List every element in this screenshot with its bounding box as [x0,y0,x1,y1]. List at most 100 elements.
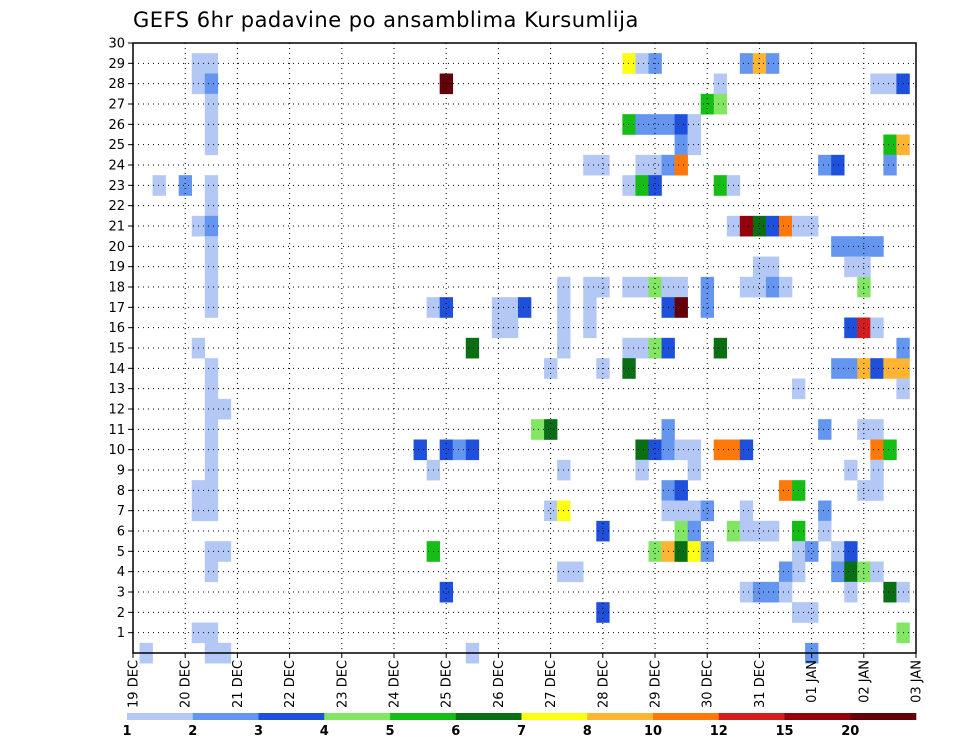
colorbar-label: 5 [385,724,394,739]
heatmap-cell [883,134,897,156]
y-tick-label: 25 [108,138,125,153]
heatmap-cell [204,114,219,135]
y-tick-label: 19 [108,260,125,275]
x-tick-label: 25 DEC [440,660,455,708]
heatmap-cell [752,581,767,603]
x-tick-label: 20 DEC [179,660,194,708]
colorbar-label: 20 [841,724,859,739]
heatmap-cell [870,419,884,440]
heatmap-cell [204,256,219,278]
heatmap-cell [739,53,754,74]
heatmap-cell [204,93,219,115]
y-tick-label: 7 [117,504,125,519]
heatmap-cell [713,337,728,359]
heatmap-cell [870,439,884,461]
heatmap-cell [870,236,884,257]
heatmap-cell [700,500,715,522]
colorbar-label: 4 [320,724,329,739]
x-tick-label: 19 DEC [127,660,142,708]
x-tick-label: 30 DEC [701,660,716,708]
y-tick-label: 14 [108,362,125,377]
heatmap-cell [870,73,884,95]
heatmap-cell [674,480,688,501]
heatmap-cell [635,459,649,481]
heatmap-cell [596,154,610,176]
heatmap-cell [152,175,166,196]
colorbar-swatch [390,713,457,720]
heatmap-cell [217,541,232,562]
x-tick-label: 02 JAN [857,660,872,703]
heatmap-cell [818,419,832,440]
heatmap-cell [674,520,688,542]
heatmap-cell [596,602,610,623]
heatmap-cell [739,500,754,522]
heatmap-cell [674,500,688,522]
heatmap-cell [635,439,649,461]
colorbar-label: 10 [644,724,662,739]
x-tick-label: 27 DEC [544,660,559,708]
heatmap-cell [687,520,701,542]
y-tick-label: 28 [108,77,125,92]
heatmap-cell [465,439,480,461]
heatmap-cell [635,154,649,176]
colorbar-swatch [258,713,325,720]
heatmap-cell [765,215,780,237]
heatmap-cell [752,215,767,237]
heatmap-cell [178,175,193,196]
heatmap-cell [870,480,884,501]
heatmap-cell [452,439,467,461]
colorbar-label: 8 [583,724,592,739]
heatmap-cell [204,358,219,379]
heatmap-cell [883,358,897,379]
y-tick-label: 20 [108,240,125,255]
heatmap-cell [544,419,558,440]
heatmap-cell [204,480,219,501]
heatmap-cell [713,175,728,196]
heatmap-cell [648,541,662,562]
heatmap-cell [504,317,519,339]
heatmap-cell [818,500,832,522]
heatmap-cell [204,175,219,196]
heatmap-cell [831,358,845,379]
heatmap-cell [778,561,793,583]
heatmap-cell [844,256,858,278]
heatmap-cell [622,337,636,359]
y-tick-label: 2 [117,606,125,621]
heatmap-cell [517,297,532,318]
heatmap-cell [831,236,845,257]
heatmap-cell [439,439,454,461]
heatmap-cell [648,276,662,298]
heatmap-cell [635,53,649,74]
heatmap-cell [622,114,636,135]
heatmap-cell [622,358,636,379]
heatmap-cell [439,581,454,603]
y-tick-label: 13 [108,382,125,397]
heatmap-cell [596,520,610,542]
heatmap-cell [765,256,780,278]
y-tick-label: 22 [108,199,125,214]
colorbar-swatch [784,713,851,720]
heatmap-cell [465,337,480,359]
colorbar-label: 7 [517,724,526,739]
x-tick-label: 31 DEC [753,660,768,708]
heatmap-cell [752,256,767,278]
heatmap-cell [583,154,597,176]
heatmap-cell [204,134,219,156]
y-tick-label: 23 [108,179,125,194]
heatmap-cell [739,520,754,542]
heatmap-cell [596,276,610,298]
heatmap-cell [544,500,558,522]
heatmap-cell [635,114,649,135]
heatmap-cell [531,419,545,440]
heatmap-cell [648,175,662,196]
heatmap-cell [648,439,662,461]
colorbar-swatch [192,713,259,720]
heatmap-cell [570,561,584,583]
heatmap-cell [204,215,219,237]
heatmap-cell [752,520,767,542]
heatmap-cell [674,541,688,562]
heatmap-cell [204,459,219,481]
heatmap-cell [687,439,701,461]
heatmap-cell [805,602,819,623]
y-tick-label: 10 [108,443,125,458]
